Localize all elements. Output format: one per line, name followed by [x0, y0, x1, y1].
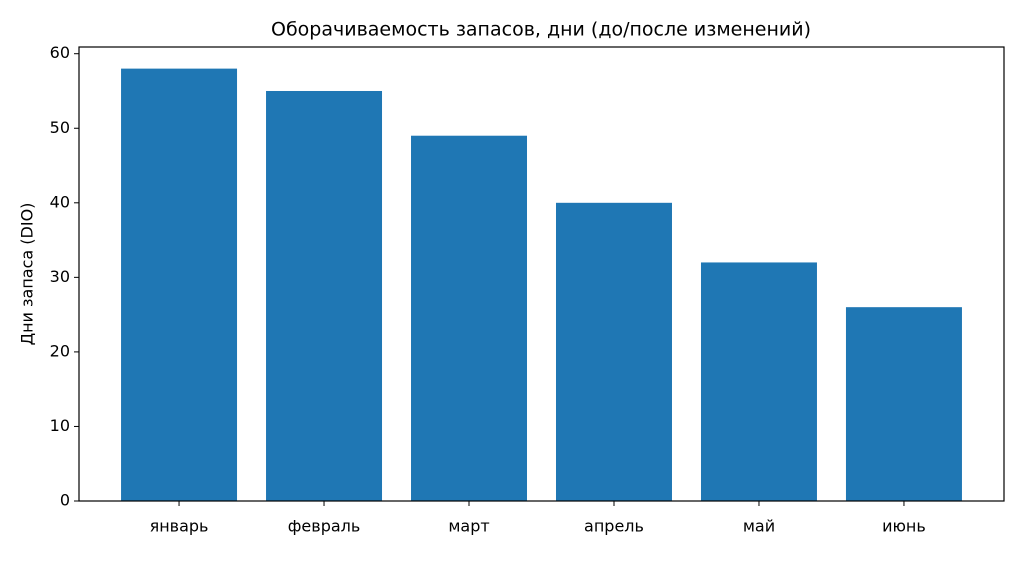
x-tick-label: февраль [288, 517, 361, 536]
bar [411, 135, 528, 501]
x-tick-label: январь [150, 517, 209, 536]
x-tick-label: март [448, 517, 489, 536]
y-tick-label: 10 [50, 416, 70, 435]
bar [845, 307, 962, 501]
y-tick-label: 30 [50, 267, 70, 286]
y-tick-label: 60 [50, 43, 70, 62]
y-axis-label: Дни запаса (DIO) [18, 203, 37, 346]
y-tick-label: 20 [50, 341, 70, 360]
x-tick-label: май [743, 517, 775, 536]
bar [266, 90, 383, 501]
bar [121, 68, 238, 501]
bar [700, 262, 817, 501]
chart-title: Оборачиваемость запасов, дни (до/после и… [271, 19, 811, 41]
x-tick-label: июнь [882, 517, 926, 536]
y-tick-label: 0 [60, 491, 70, 510]
y-tick-label: 50 [50, 118, 70, 137]
x-tick-label: апрель [584, 517, 644, 536]
plot-frame [78, 46, 1005, 502]
bar [555, 202, 672, 501]
y-tick-label: 40 [50, 192, 70, 211]
